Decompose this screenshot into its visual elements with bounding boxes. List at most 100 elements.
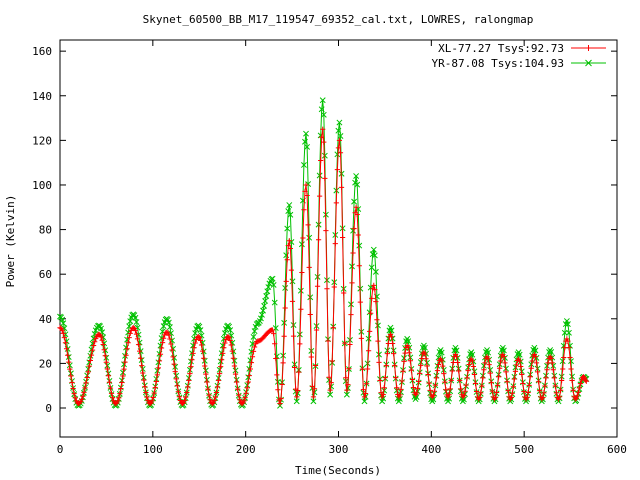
data-point bbox=[293, 398, 300, 405]
data-point bbox=[559, 377, 565, 384]
data-point bbox=[472, 380, 479, 387]
data-point bbox=[516, 351, 523, 358]
data-point bbox=[124, 346, 130, 352]
data-point bbox=[485, 356, 491, 362]
data-point bbox=[164, 329, 170, 335]
data-point bbox=[330, 325, 336, 331]
data-point bbox=[286, 238, 292, 244]
data-point bbox=[466, 361, 472, 368]
y-axis-label: Power (Kelvin) bbox=[4, 195, 17, 288]
data-point bbox=[381, 385, 387, 391]
data-point bbox=[541, 390, 547, 396]
data-point bbox=[257, 315, 264, 322]
y-tick-label: 0 bbox=[45, 402, 52, 415]
data-point bbox=[306, 264, 312, 270]
data-point bbox=[166, 332, 172, 338]
data-point bbox=[227, 327, 234, 334]
data-point bbox=[104, 366, 110, 372]
data-point bbox=[141, 377, 147, 383]
data-point bbox=[142, 384, 148, 390]
data-point bbox=[132, 328, 139, 334]
data-point bbox=[407, 358, 413, 364]
data-point bbox=[501, 354, 507, 360]
legend-label: XL-77.27 Tsys:92.73 bbox=[438, 42, 564, 55]
data-point bbox=[86, 363, 92, 369]
data-point bbox=[329, 358, 335, 364]
data-point bbox=[550, 362, 557, 369]
data-point bbox=[195, 334, 201, 340]
data-point bbox=[550, 367, 556, 373]
data-point bbox=[125, 340, 131, 346]
data-point bbox=[559, 358, 566, 365]
data-point bbox=[100, 341, 106, 348]
data-point bbox=[355, 232, 361, 238]
data-point bbox=[130, 325, 136, 331]
data-point bbox=[566, 329, 572, 336]
data-point bbox=[72, 395, 78, 401]
data-point bbox=[84, 374, 90, 381]
y-tick-label: 100 bbox=[32, 179, 52, 192]
data-point bbox=[343, 391, 350, 398]
data-point bbox=[362, 390, 369, 397]
data-point bbox=[435, 361, 442, 368]
data-point bbox=[513, 362, 520, 368]
data-point bbox=[500, 347, 507, 354]
x-tick-label: 0 bbox=[57, 443, 64, 456]
data-point bbox=[469, 351, 476, 358]
data-point bbox=[133, 319, 140, 325]
data-point bbox=[555, 396, 562, 402]
data-point bbox=[358, 335, 364, 341]
data-point bbox=[120, 373, 126, 379]
data-point bbox=[471, 371, 478, 378]
data-point bbox=[422, 351, 428, 357]
legend-marker bbox=[585, 45, 592, 51]
data-point bbox=[63, 346, 70, 352]
data-point bbox=[527, 374, 533, 380]
data-point bbox=[351, 226, 357, 232]
series-0 bbox=[57, 126, 589, 407]
data-point bbox=[151, 390, 157, 396]
data-point bbox=[374, 317, 380, 323]
data-point bbox=[127, 318, 134, 325]
data-point bbox=[319, 134, 325, 140]
data-point bbox=[331, 284, 337, 290]
data-point bbox=[245, 379, 251, 385]
data-point bbox=[102, 353, 108, 359]
data-point bbox=[286, 202, 293, 208]
data-point bbox=[564, 336, 570, 342]
data-point bbox=[265, 284, 272, 290]
data-point bbox=[363, 381, 370, 387]
data-point bbox=[464, 375, 470, 381]
data-point bbox=[410, 384, 417, 391]
data-point bbox=[388, 334, 395, 340]
data-point bbox=[121, 366, 127, 372]
data-point bbox=[214, 384, 221, 390]
y-tick-label: 60 bbox=[39, 268, 52, 281]
data-point bbox=[59, 327, 65, 333]
data-point bbox=[168, 341, 174, 347]
data-point bbox=[354, 181, 361, 188]
data-point bbox=[271, 299, 278, 306]
data-point bbox=[71, 391, 77, 397]
data-point bbox=[91, 342, 97, 349]
data-point bbox=[323, 228, 329, 234]
data-point bbox=[365, 335, 372, 342]
data-point bbox=[126, 335, 132, 341]
data-point bbox=[216, 366, 223, 373]
data-point bbox=[89, 347, 96, 353]
data-point bbox=[93, 335, 99, 342]
data-point bbox=[405, 344, 411, 351]
data-point bbox=[134, 336, 141, 342]
data-point bbox=[456, 368, 462, 374]
data-point bbox=[461, 392, 467, 399]
x-tick-label: 100 bbox=[143, 443, 163, 456]
data-point bbox=[299, 269, 305, 276]
data-point bbox=[243, 390, 249, 396]
x-axis-label: Time(Seconds) bbox=[295, 464, 381, 477]
data-point bbox=[209, 400, 215, 407]
data-point bbox=[353, 204, 359, 210]
data-point bbox=[217, 370, 223, 377]
data-point bbox=[561, 329, 568, 336]
data-point bbox=[542, 383, 548, 389]
data-point bbox=[59, 316, 66, 323]
